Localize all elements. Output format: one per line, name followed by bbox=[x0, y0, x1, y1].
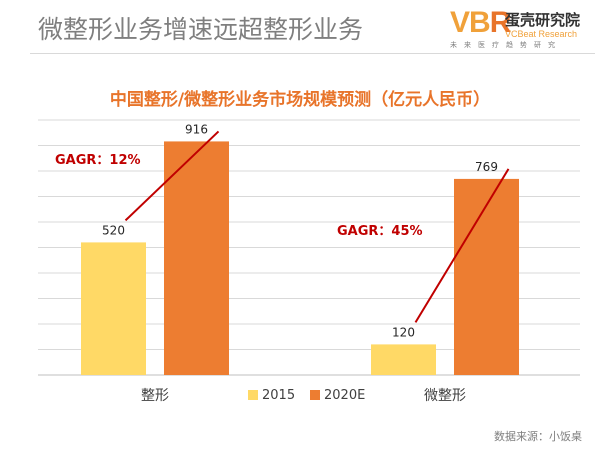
data-label: 916 bbox=[185, 122, 208, 136]
bar-2020E-0 bbox=[164, 141, 229, 375]
legend-swatch-2015 bbox=[248, 390, 258, 400]
logo-name-cn: 蛋壳研究院 bbox=[505, 11, 581, 29]
growth-line bbox=[124, 130, 220, 222]
logo-mark: VBR bbox=[450, 6, 511, 39]
legend-label: 2015 bbox=[262, 388, 295, 403]
page-title: 微整形业务增速远超整形业务 bbox=[38, 15, 364, 44]
vcbeat-logo: VBR 蛋壳研究院 VCBeat Research 未来医疗趋势研究 bbox=[450, 6, 595, 50]
bar-2015-1 bbox=[371, 344, 436, 375]
data-label: 520 bbox=[102, 223, 125, 237]
legend-swatch-2020E bbox=[310, 390, 320, 400]
data-label: 120 bbox=[392, 325, 415, 339]
legend-label: 2020E bbox=[324, 388, 365, 403]
growth-label: GAGR：12% bbox=[55, 153, 141, 168]
logo-tagline: 未来医疗趋势研究 bbox=[450, 41, 562, 49]
category-label: 微整形 bbox=[424, 388, 466, 404]
data-source-note: 数据来源：小饭桌 bbox=[494, 430, 582, 443]
bar-2020E-1 bbox=[454, 178, 519, 375]
growth-line bbox=[414, 168, 510, 323]
data-label: 769 bbox=[475, 160, 498, 174]
category-label: 整形 bbox=[141, 388, 169, 404]
logo-name-en: VCBeat Research bbox=[505, 29, 578, 39]
bar-2015-0 bbox=[81, 242, 146, 375]
title-divider bbox=[30, 53, 595, 54]
chart-title: 中国整形/微整形业务市场规模预测（亿元人民币） bbox=[110, 89, 490, 110]
growth-label: GAGR：45% bbox=[337, 224, 423, 239]
